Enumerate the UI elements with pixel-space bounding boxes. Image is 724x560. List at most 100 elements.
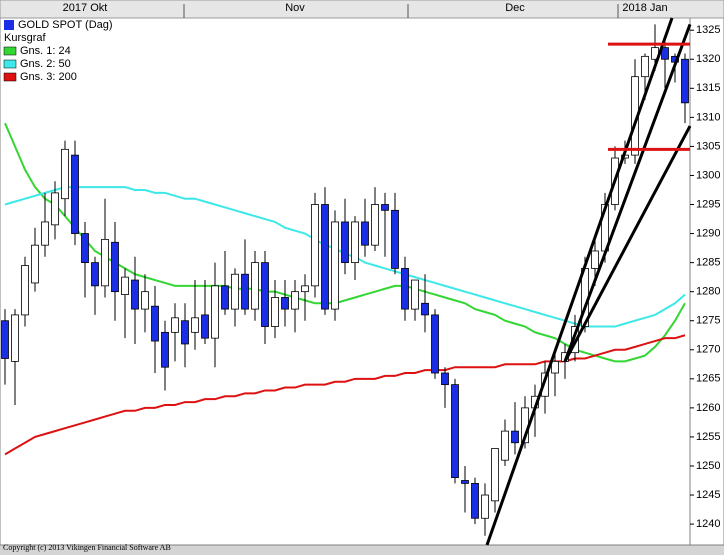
candle-body [141,291,149,310]
y-tick-label: 1325 [696,24,720,36]
candle-body [351,221,359,264]
candle-body [121,276,129,295]
candle-body [251,262,259,310]
candle-body [161,331,169,368]
candle-body [111,241,119,293]
trendline [563,125,692,363]
y-tick-label: 1285 [696,257,720,269]
candle-body [231,273,239,310]
text-layer: 1240 1245 1250 1255 1260 1265 1270 1275 1280 1285… [3,2,720,530]
candle-body [241,273,249,310]
candle-body [61,148,69,200]
legend-note: Kursgraf [4,32,47,44]
axis-layer [183,4,694,525]
candle-body [481,494,489,519]
y-tick-label: 1270 [696,344,720,356]
y-tick-label: 1275 [696,315,720,327]
candle-body [331,221,339,310]
candle-body [41,221,49,246]
moving-average [4,334,686,456]
candle-body [201,314,209,339]
candle-body [31,244,39,284]
y-tick-label: 1250 [696,460,720,472]
y-tick-label: 1280 [696,286,720,298]
candle-body [391,209,399,269]
candle-body [271,297,279,327]
y-tick-label: 1290 [696,227,720,239]
y-axis-panel [689,17,724,546]
legend-swatch [3,72,17,82]
y-tick-label: 1300 [696,169,720,181]
candle-body [211,285,219,339]
candle-body [51,192,59,226]
candle-body [421,302,429,316]
legend-label: Gns. 3: 200 [20,71,77,83]
candle-body [511,430,519,444]
candle-body [401,268,409,310]
candle-layer [1,24,689,536]
y-tick-label: 1315 [696,82,720,94]
candle-body [591,250,599,269]
y-tick-label: 1260 [696,402,720,414]
y-tick-label: 1240 [696,518,720,530]
y-tick-label: 1295 [696,198,720,210]
candle-body [171,317,179,333]
y-tick-label: 1320 [696,53,720,65]
y-tick-label: 1255 [696,431,720,443]
copyright: Copyright (c) 2013 Vikingen Financial So… [3,543,171,552]
x-tick-label: Dec [505,2,525,14]
candle-body [151,305,159,342]
candle-body [371,204,379,246]
legend-label: Gns. 1: 24 [20,45,71,57]
y-tick-label: 1305 [696,140,720,152]
candle-body [541,372,549,397]
candle-body [451,384,459,478]
candle-body [131,279,139,310]
x-axis-panel [0,0,724,19]
candle-body [21,265,29,316]
candle-body [1,320,9,359]
candle-body [91,262,99,287]
candle-body [361,221,369,246]
y-tick-label: 1310 [696,111,720,123]
legend-swatch [4,20,14,30]
candle-body [291,291,299,310]
candle-body [461,480,469,484]
candle-body [551,360,559,374]
candle-body [11,314,19,362]
x-tick-label: 2017 Okt [63,2,108,14]
candle-body [101,238,109,287]
legend-label: Gns. 2: 50 [20,58,71,70]
trendline [485,17,674,546]
candle-body [471,483,479,519]
candle-body [501,430,509,461]
candle-body [491,448,499,502]
trendline [563,23,692,362]
x-tick-label: Nov [285,2,305,14]
candle-body [181,320,189,345]
candle-body [341,221,349,264]
candle-body [681,58,689,104]
candle-body [661,47,669,60]
legend-label: GOLD SPOT (Dag) [18,19,113,31]
candle-body [81,233,89,264]
candle-body [431,314,439,374]
y-tick-label: 1265 [696,373,720,385]
candle-body [261,262,269,327]
candle-body [221,285,229,310]
legend-swatch [3,46,17,56]
candle-body [641,55,649,78]
annotation-layer [485,17,692,546]
candle-body [411,279,419,310]
candle-body [381,204,389,211]
y-tick-label: 1245 [696,489,720,501]
candle-body [281,297,289,310]
candle-body [321,204,329,310]
candle-body [441,372,449,386]
candle-body [191,317,199,333]
candle-body [311,204,319,287]
candle-body [71,154,79,234]
candle-body [301,285,309,293]
